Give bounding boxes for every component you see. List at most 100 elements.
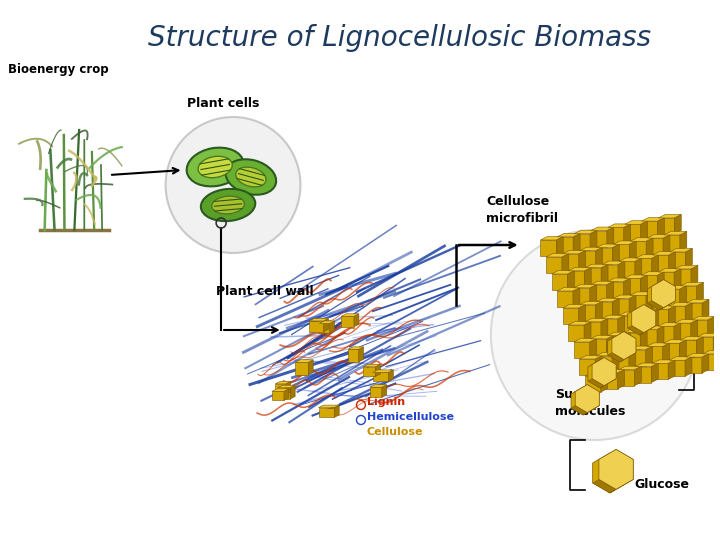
Polygon shape bbox=[696, 282, 703, 302]
Polygon shape bbox=[602, 265, 618, 281]
Polygon shape bbox=[612, 332, 636, 360]
Polygon shape bbox=[703, 350, 720, 354]
Polygon shape bbox=[647, 292, 663, 308]
Polygon shape bbox=[557, 291, 573, 307]
Polygon shape bbox=[295, 360, 313, 362]
Polygon shape bbox=[646, 346, 652, 366]
Polygon shape bbox=[636, 363, 658, 367]
Ellipse shape bbox=[198, 156, 233, 178]
Polygon shape bbox=[375, 364, 380, 376]
Polygon shape bbox=[669, 357, 692, 360]
Polygon shape bbox=[595, 392, 599, 408]
Polygon shape bbox=[670, 302, 692, 306]
Polygon shape bbox=[664, 286, 687, 289]
Polygon shape bbox=[624, 224, 631, 244]
Polygon shape bbox=[647, 301, 664, 310]
Polygon shape bbox=[652, 309, 658, 328]
Polygon shape bbox=[608, 336, 624, 352]
Polygon shape bbox=[608, 278, 631, 281]
Polygon shape bbox=[646, 238, 653, 257]
Polygon shape bbox=[593, 480, 616, 493]
Polygon shape bbox=[596, 298, 619, 302]
Circle shape bbox=[166, 117, 300, 253]
Polygon shape bbox=[635, 258, 642, 278]
Polygon shape bbox=[591, 227, 614, 231]
Polygon shape bbox=[613, 353, 629, 369]
Polygon shape bbox=[647, 234, 670, 238]
Polygon shape bbox=[646, 292, 653, 312]
Polygon shape bbox=[702, 354, 708, 373]
Polygon shape bbox=[574, 288, 590, 304]
Polygon shape bbox=[660, 280, 675, 289]
Polygon shape bbox=[552, 271, 575, 274]
Polygon shape bbox=[590, 285, 597, 304]
Polygon shape bbox=[624, 278, 631, 298]
Polygon shape bbox=[625, 224, 641, 240]
Polygon shape bbox=[568, 271, 584, 287]
Polygon shape bbox=[697, 333, 720, 337]
Polygon shape bbox=[613, 241, 636, 245]
Polygon shape bbox=[685, 248, 693, 268]
Polygon shape bbox=[652, 280, 675, 308]
Polygon shape bbox=[675, 269, 691, 285]
Polygon shape bbox=[629, 349, 636, 369]
Polygon shape bbox=[590, 339, 597, 358]
Polygon shape bbox=[642, 275, 657, 291]
Polygon shape bbox=[658, 268, 681, 272]
Polygon shape bbox=[584, 321, 591, 341]
Polygon shape bbox=[597, 247, 613, 264]
Polygon shape bbox=[619, 258, 642, 261]
Polygon shape bbox=[354, 314, 359, 327]
Polygon shape bbox=[284, 389, 289, 401]
Polygon shape bbox=[275, 384, 286, 394]
Polygon shape bbox=[675, 266, 698, 269]
Polygon shape bbox=[602, 315, 625, 319]
Polygon shape bbox=[613, 349, 636, 353]
Polygon shape bbox=[583, 406, 599, 415]
Polygon shape bbox=[639, 305, 656, 314]
Polygon shape bbox=[680, 286, 696, 302]
Polygon shape bbox=[619, 261, 635, 278]
Polygon shape bbox=[636, 258, 652, 274]
Polygon shape bbox=[613, 295, 636, 299]
Polygon shape bbox=[618, 261, 625, 281]
Polygon shape bbox=[652, 255, 669, 271]
Polygon shape bbox=[630, 295, 646, 312]
Polygon shape bbox=[575, 384, 599, 413]
Text: Glucose: Glucose bbox=[634, 478, 690, 491]
Polygon shape bbox=[642, 221, 657, 237]
Polygon shape bbox=[272, 392, 284, 401]
Polygon shape bbox=[601, 264, 608, 284]
Polygon shape bbox=[624, 329, 647, 333]
Polygon shape bbox=[574, 230, 597, 234]
Polygon shape bbox=[652, 309, 668, 325]
Ellipse shape bbox=[212, 196, 244, 214]
Text: Hemicellulose: Hemicellulose bbox=[367, 412, 454, 422]
Polygon shape bbox=[370, 387, 382, 397]
Polygon shape bbox=[663, 289, 670, 308]
Polygon shape bbox=[634, 312, 642, 332]
Polygon shape bbox=[579, 251, 585, 270]
Polygon shape bbox=[563, 254, 579, 270]
Polygon shape bbox=[601, 319, 608, 338]
Ellipse shape bbox=[235, 167, 266, 187]
Text: Cellulose: Cellulose bbox=[367, 427, 423, 437]
Polygon shape bbox=[636, 309, 658, 313]
Polygon shape bbox=[625, 221, 647, 224]
Polygon shape bbox=[562, 305, 585, 308]
Polygon shape bbox=[624, 333, 640, 348]
Polygon shape bbox=[642, 272, 664, 275]
Polygon shape bbox=[546, 257, 562, 273]
Polygon shape bbox=[590, 335, 613, 339]
Text: Lignin: Lignin bbox=[367, 397, 405, 407]
Polygon shape bbox=[658, 272, 674, 288]
Polygon shape bbox=[310, 321, 323, 332]
Polygon shape bbox=[591, 281, 613, 285]
Polygon shape bbox=[610, 449, 634, 463]
Polygon shape bbox=[652, 360, 675, 363]
Polygon shape bbox=[658, 323, 681, 326]
Polygon shape bbox=[602, 319, 618, 335]
Polygon shape bbox=[574, 339, 597, 342]
Polygon shape bbox=[630, 241, 646, 257]
Polygon shape bbox=[624, 279, 640, 294]
